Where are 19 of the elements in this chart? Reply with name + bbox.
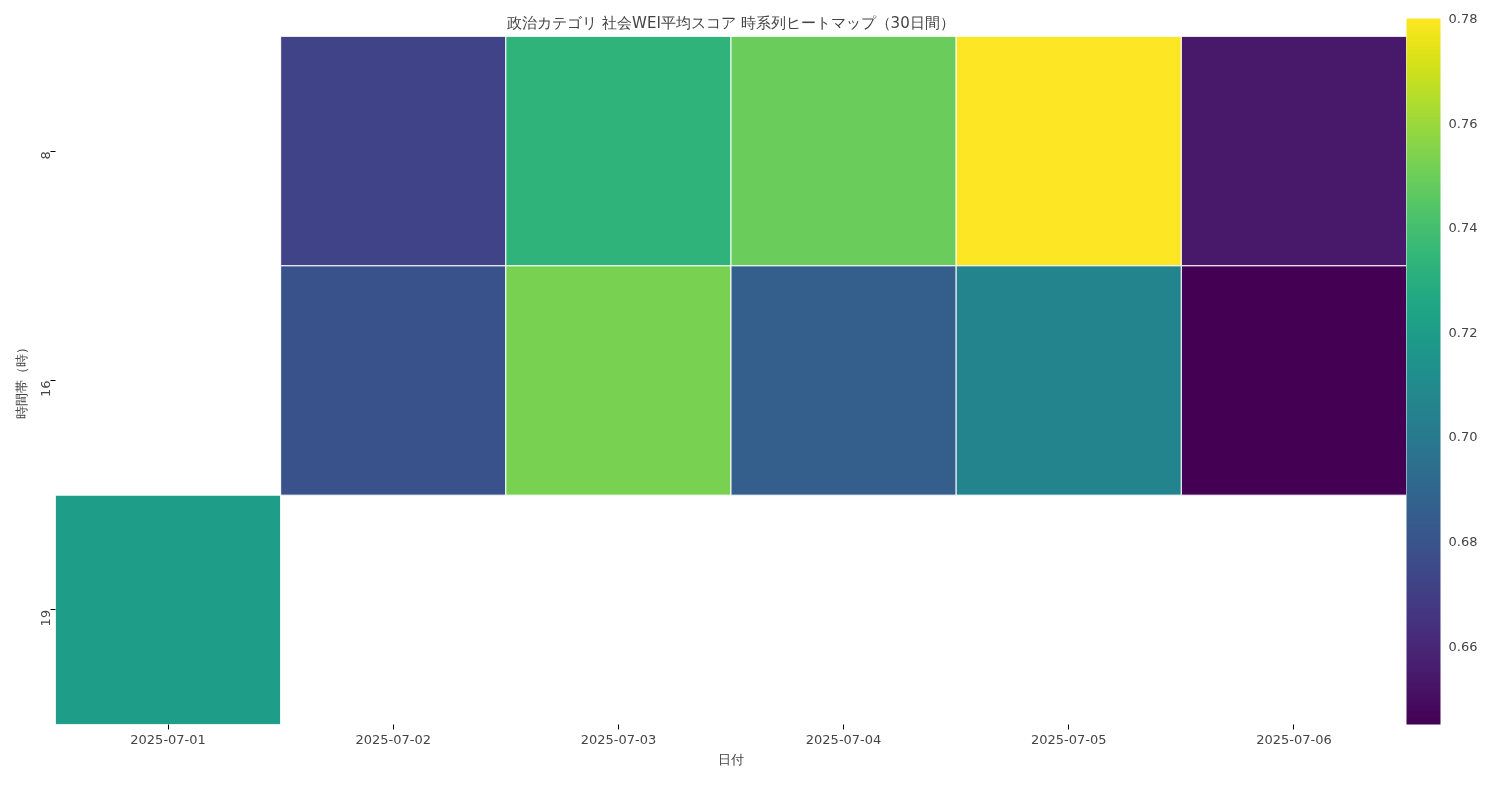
x-tick-label: 2025-07-04 [805, 731, 882, 747]
y-tick-label: 19 [38, 609, 53, 627]
color-bar-label: 0.78 [1448, 11, 1478, 26]
x-tick-label: 2025-07-06 [1256, 731, 1332, 747]
y-axis-title: 時間帯（時） [13, 341, 29, 420]
color-bar-label: 0.66 [1448, 638, 1478, 654]
x-axis-title: 日付 [718, 751, 744, 767]
x-tick-label: 2025-07-01 [130, 731, 206, 747]
x-tick-label: 2025-07-02 [355, 731, 432, 747]
y-tick-label: 8 [38, 151, 53, 160]
color-bar-label: 0.70 [1448, 429, 1478, 445]
color-bar-label: 0.72 [1448, 324, 1478, 340]
y-tick-label: 16 [38, 380, 53, 398]
x-tick-label: 2025-07-05 [1030, 731, 1107, 747]
chart-title: 政治カテゴリ 社会WEI平均スコア 時系列ヒートマップ（30日間） [507, 13, 955, 32]
x-tick-label: 2025-07-03 [580, 731, 657, 747]
color-bar-label: 0.74 [1448, 220, 1478, 236]
color-bar-label: 0.76 [1448, 115, 1478, 131]
color-bar-label: 0.68 [1448, 533, 1478, 549]
